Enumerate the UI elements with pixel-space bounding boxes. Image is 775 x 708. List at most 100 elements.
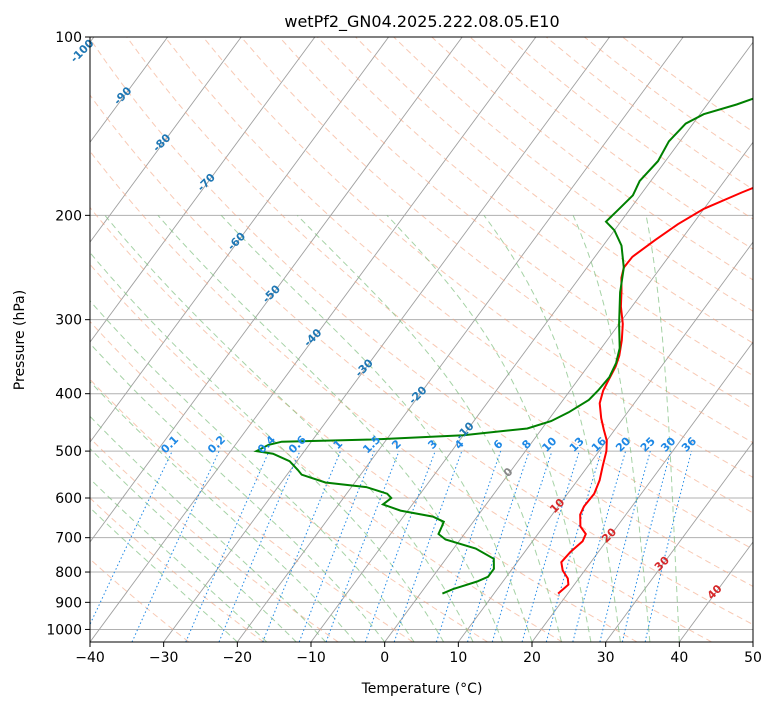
- x-tick-label: 50: [744, 650, 762, 666]
- dry-adiabat-line: [355, 37, 753, 344]
- dry-adiabat-line: [90, 378, 414, 642]
- x-tick-label: −10: [296, 650, 326, 666]
- mixing-ratio-label: 3: [425, 437, 440, 452]
- x-tick-label: 40: [670, 650, 688, 666]
- dry-adiabat-line: [545, 37, 753, 191]
- x-tick-label: 30: [597, 650, 615, 666]
- isotherm-label: -50: [260, 282, 283, 305]
- dry-adiabat-line: [90, 206, 638, 642]
- y-tick-label: 500: [55, 444, 82, 460]
- mixing-ratio-label: 13: [567, 435, 587, 455]
- mixing-ratio-line: [491, 450, 553, 642]
- moist-adiabat-line: [90, 478, 268, 642]
- mixing-ratio-line: [599, 450, 651, 642]
- isotherm-line: [384, 141, 753, 642]
- moist-adiabat-line: [645, 215, 680, 642]
- mixing-ratio-line: [621, 450, 672, 642]
- moist-adiabat-line: [90, 380, 356, 642]
- mixing-ratio-line: [572, 450, 627, 642]
- moist-adiabat-line: [157, 214, 503, 642]
- x-axis-title: Temperature (°C): [361, 681, 483, 697]
- x-tick-label: 10: [449, 650, 467, 666]
- x-tick-label: −30: [149, 650, 179, 666]
- mixing-ratio-label: 2: [389, 437, 404, 452]
- x-tick-label: 20: [523, 650, 541, 666]
- mixing-ratio-line: [364, 450, 436, 642]
- mixing-ratio-line: [325, 450, 400, 642]
- dry-adiabat-line: [393, 37, 753, 312]
- dry-adiabat-line: [90, 263, 563, 642]
- moist-adiabat-line: [386, 214, 592, 642]
- isotherm-label: -20: [406, 383, 429, 406]
- dry-adiabat-line: [622, 37, 753, 133]
- isotherm-label: -70: [195, 171, 218, 194]
- mixing-ratio-label: 0.1: [158, 433, 181, 456]
- mixing-ratio-line: [298, 450, 375, 642]
- x-tick-label: 0: [380, 650, 389, 666]
- y-tick-label: 200: [55, 208, 82, 224]
- mixing-ratio-label: 0.6: [286, 433, 309, 456]
- y-tick-label: 800: [55, 565, 82, 581]
- dewpoint-profile-line: [253, 97, 753, 595]
- mixing-ratio-line: [262, 450, 341, 642]
- dry-adiabat-line: [90, 320, 488, 642]
- x-tick-label: −40: [75, 650, 105, 666]
- isotherm-line: [90, 37, 168, 144]
- isotherm-label: -40: [301, 326, 324, 349]
- isotherm-line: [310, 41, 753, 642]
- y-tick-label: 600: [55, 491, 82, 507]
- isotherm-line: [752, 641, 753, 642]
- dry-adiabat-line: [90, 37, 753, 587]
- moist-adiabat-line: [90, 415, 327, 642]
- isotherm-line: [163, 37, 610, 642]
- moist-adiabat-line: [483, 215, 621, 642]
- mixing-ratio-line: [218, 450, 301, 642]
- isotherm-line: [531, 341, 753, 642]
- plot-frame: [89, 36, 754, 643]
- moist-adiabat-line: [90, 251, 445, 642]
- y-tick-label: 900: [55, 595, 82, 611]
- mixing-ratio-label: 0.4: [255, 433, 278, 456]
- moist-adiabat-line: [90, 506, 238, 642]
- dry-adiabat-line: [90, 150, 712, 642]
- mixing-ratio-line: [435, 450, 502, 642]
- isotherm-line: [90, 37, 537, 642]
- isotherm-label: -30: [353, 356, 376, 379]
- mixing-ratio-line: [467, 450, 530, 642]
- y-axis-title: Pressure (hPa): [12, 290, 28, 390]
- isotherm-label: -80: [150, 131, 173, 154]
- mixing-ratio-label: 8: [519, 437, 534, 452]
- mixing-ratio-line: [545, 450, 602, 642]
- chart-title: wetPf2_GN04.2025.222.08.05.E10: [284, 12, 559, 32]
- dry-adiabat-line: [90, 94, 753, 626]
- mixing-ratio-line: [90, 450, 173, 626]
- mixing-ratio-line: [393, 450, 463, 642]
- moist-adiabat-line: [296, 214, 562, 642]
- moist-adiabat-line: [104, 214, 474, 642]
- isotherm-line: [457, 241, 753, 642]
- temperature-profile-line: [557, 186, 753, 595]
- dry-adiabat-line: [90, 497, 264, 642]
- isotherm-label: -90: [111, 84, 134, 107]
- dry-adiabat-line: [126, 37, 753, 550]
- y-tick-label: 400: [55, 387, 82, 403]
- isotherm-line: [678, 541, 753, 642]
- y-tick-label: 700: [55, 531, 82, 547]
- isotherm-line: [90, 37, 316, 343]
- mixing-ratio-label: 0.2: [205, 433, 228, 456]
- moist-adiabat-line: [220, 214, 533, 642]
- mixing-ratio-label: 1.5: [360, 433, 383, 456]
- isotherm-line: [236, 37, 684, 642]
- y-tick-label: 1000: [46, 622, 82, 638]
- isotherm-line: [90, 37, 389, 443]
- dry-adiabat-line: [431, 37, 753, 281]
- x-tick-label: −20: [223, 650, 253, 666]
- moist-adiabat-line: [90, 342, 386, 642]
- warm-isotherm-label: 40: [705, 582, 725, 602]
- moist-adiabat-line: [90, 300, 415, 642]
- dry-adiabat-line: [164, 37, 753, 514]
- y-axis-ticks: 100 200 300 400 500 600 700 800 900 1000: [46, 30, 90, 638]
- moist-adiabat-line: [572, 215, 651, 642]
- background-lines: [90, 37, 753, 642]
